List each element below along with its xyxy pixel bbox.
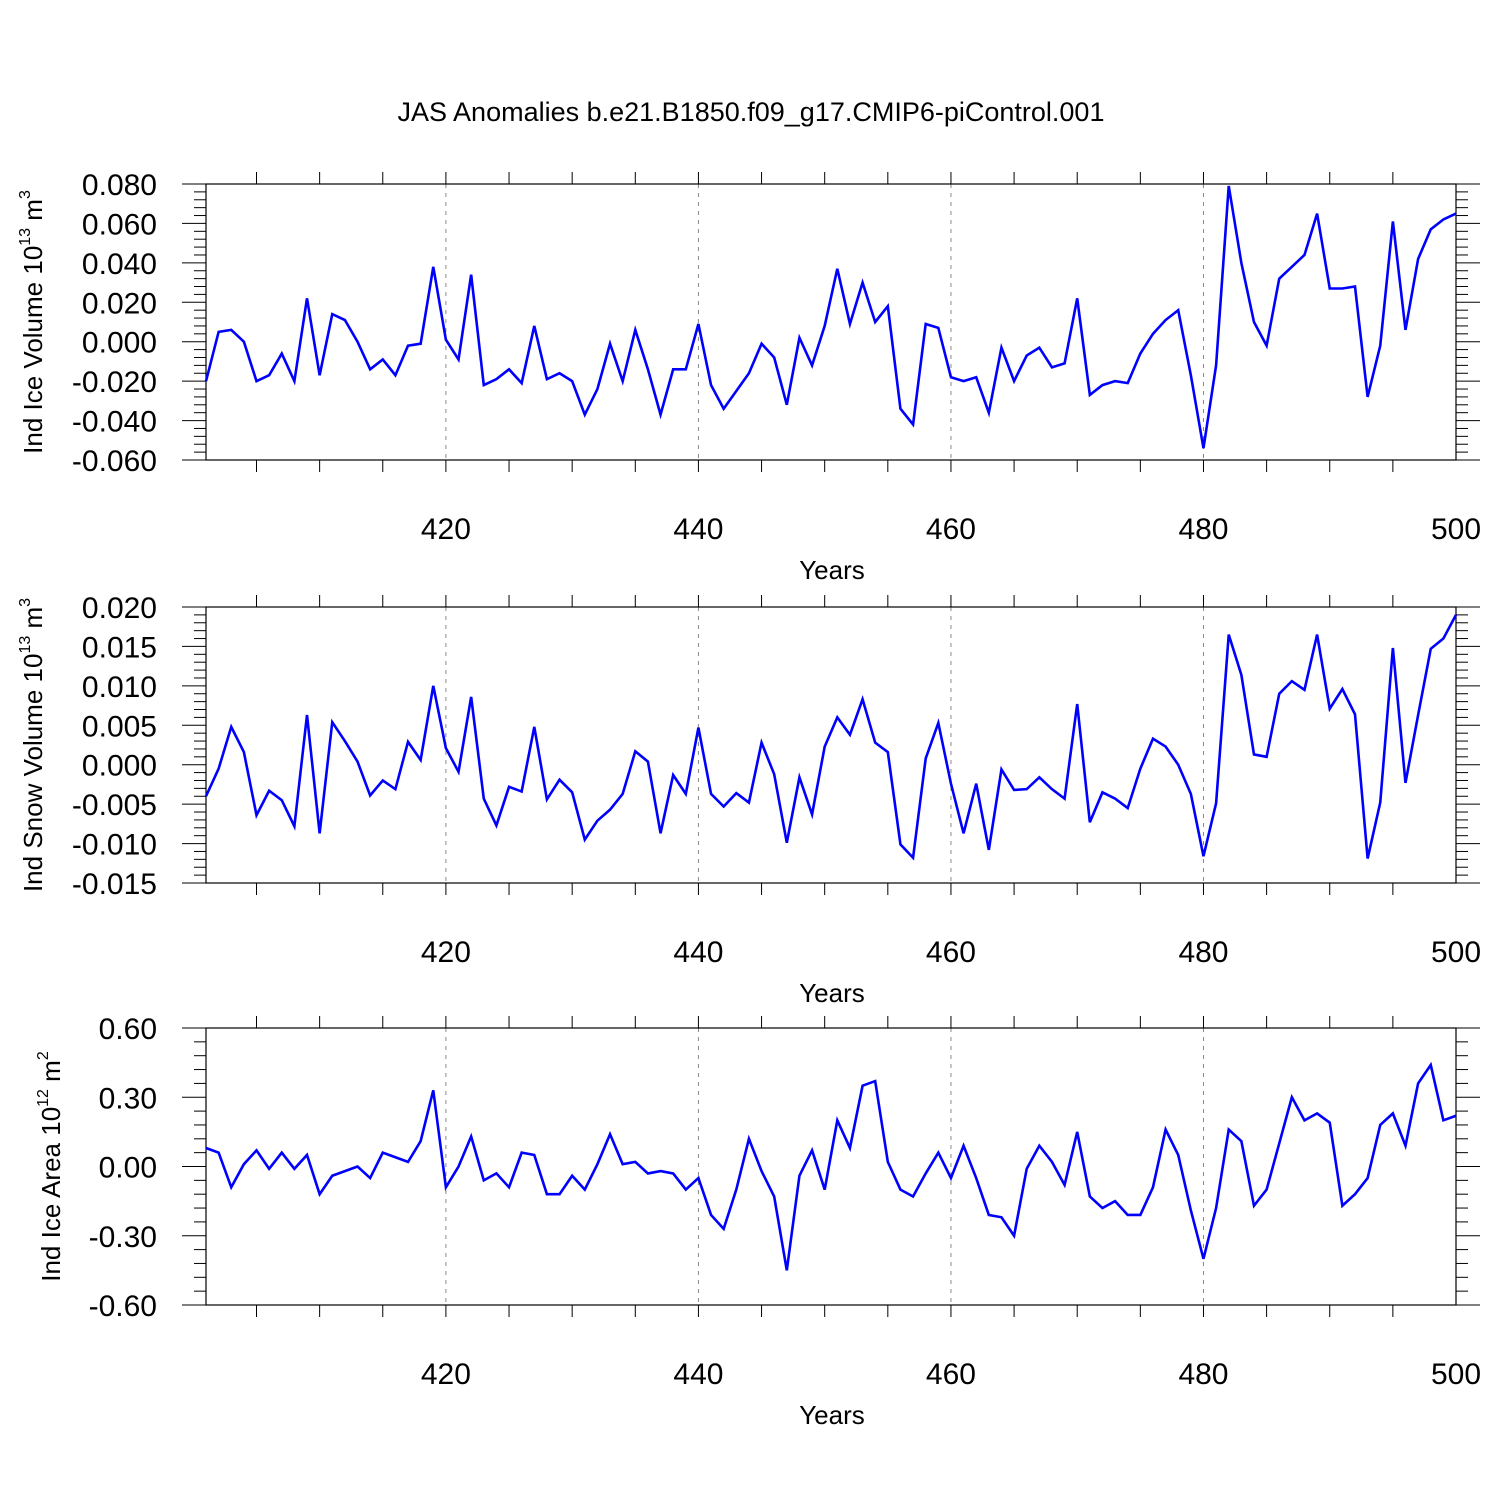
x-tick-label: 420 (421, 513, 471, 546)
figure-title: JAS Anomalies b.e21.B1850.f09_g17.CMIP6-… (398, 97, 1105, 127)
x-tick-label: 500 (1431, 1358, 1481, 1391)
y-tick-label: 0.000 (82, 327, 157, 360)
y-tick-label: 0.040 (82, 248, 157, 281)
y-axis-label: Ind Ice Volume 1013 m3 (17, 190, 48, 454)
y-tick-label: -0.005 (72, 789, 157, 822)
y-tick-label: 0.015 (82, 631, 157, 664)
y-tick-label: 0.080 (82, 169, 157, 202)
y-tick-label: -0.060 (72, 445, 157, 478)
x-tick-label: 480 (1178, 1358, 1228, 1391)
series-line-panel-3 (205, 1061, 1457, 1271)
y-tick-label: -0.040 (72, 406, 157, 439)
panel-1: 0.080 0.060 0.040 0.020 0.000 -0.020 -0.040 -0.… (17, 169, 1481, 585)
x-axis-label: Years (799, 1400, 865, 1430)
x-tick-label: 480 (1178, 513, 1228, 546)
y-tick-label: 0.010 (82, 671, 157, 704)
x-tick-label: 440 (673, 936, 723, 969)
plot-frame (205, 183, 1457, 461)
plot-frame (205, 1027, 1457, 1306)
x-tick-label: 440 (673, 1358, 723, 1391)
series-line-panel-2 (204, 614, 1458, 861)
x-axis-label: Years (799, 978, 865, 1008)
y-tick-label: 0.020 (82, 592, 157, 625)
y-tick-label: 0.060 (82, 208, 157, 241)
y-tick-label: -0.60 (89, 1290, 157, 1323)
x-tick-label: 420 (421, 1358, 471, 1391)
y-axis-label: Ind Ice Area 1012 m2 (35, 1051, 66, 1282)
plot-frame (205, 606, 1457, 884)
panel-3: 0.60 0.30 0.00 -0.30 -0.60 420 440 460 480 500 Yea… (35, 1013, 1481, 1430)
y-tick-label: -0.020 (72, 366, 157, 399)
y-tick-label: 0.005 (82, 710, 157, 743)
x-tick-label: 440 (673, 513, 723, 546)
x-tick-label: 420 (421, 936, 471, 969)
y-axis-label: Ind Snow Volume 1013 m3 (17, 598, 48, 892)
x-tick-label: 480 (1178, 936, 1228, 969)
y-tick-label: 0.30 (99, 1082, 157, 1115)
y-tick-label: 0.00 (99, 1152, 157, 1185)
x-axis-label: Years (799, 555, 865, 585)
x-tick-label: 460 (926, 513, 976, 546)
y-tick-label: -0.30 (89, 1221, 157, 1254)
y-tick-label: -0.015 (72, 868, 157, 901)
series-line-panel-1 (204, 185, 1457, 449)
panel-2: 0.020 0.015 0.010 0.005 0.000 -0.005 -0.010 -0.… (17, 592, 1481, 1008)
x-tick-label: 500 (1431, 936, 1481, 969)
y-tick-label: 0.60 (99, 1013, 157, 1046)
y-tick-label: 0.000 (82, 750, 157, 783)
x-tick-label: 460 (926, 1358, 976, 1391)
x-tick-label: 460 (926, 936, 976, 969)
x-tick-label: 500 (1431, 513, 1481, 546)
y-tick-label: 0.020 (82, 287, 157, 320)
y-tick-label: -0.010 (72, 829, 157, 862)
